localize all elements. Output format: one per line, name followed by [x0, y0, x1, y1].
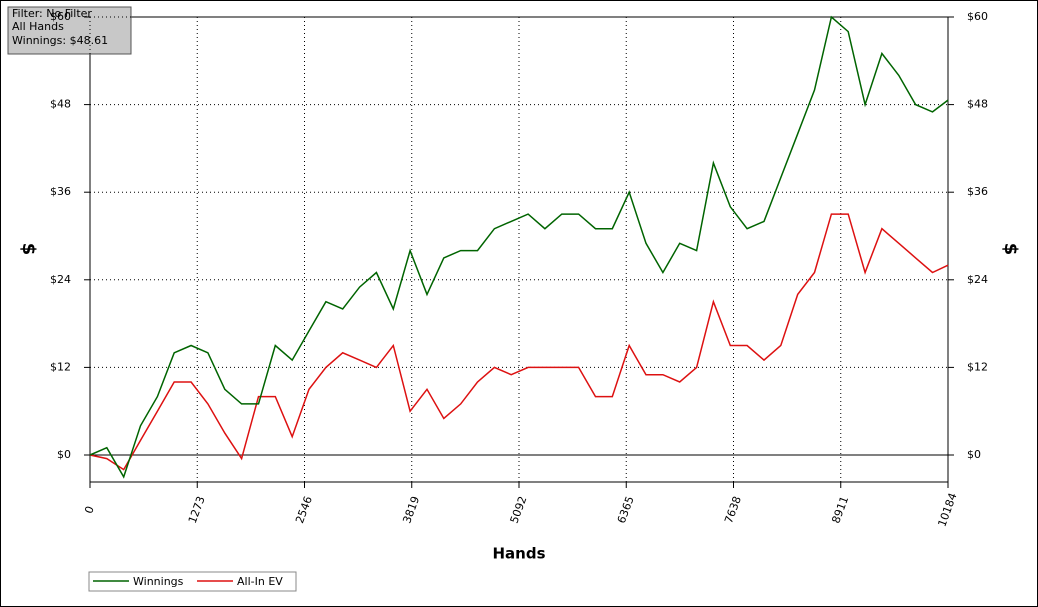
y2-tick-label: $60: [967, 10, 988, 23]
y-tick-label: $48: [50, 98, 71, 111]
info-box: [7, 6, 132, 55]
y-tick-label: $60: [50, 10, 71, 23]
x-axis-label: Hands: [492, 545, 545, 563]
y-tick-label: $36: [50, 185, 71, 198]
y-tick-label: $24: [50, 273, 71, 286]
y2-tick-label: $0: [967, 448, 981, 461]
info-line: All Hands: [12, 20, 64, 33]
y-tick-label: $0: [57, 448, 71, 461]
series-line: [89, 15, 949, 479]
y2-tick-label: $12: [967, 360, 988, 373]
info-line: Winnings: $48.61: [12, 34, 108, 47]
series-line: [89, 213, 949, 471]
y2-axis-label: $: [1000, 243, 1021, 256]
x-tick-label: 0: [82, 504, 97, 515]
legend-label: Winnings: [133, 575, 184, 588]
info-line: Filter: No Filter: [12, 7, 92, 20]
legend: [88, 571, 297, 592]
y-tick-label: $12: [50, 360, 71, 373]
y2-tick-label: $24: [967, 273, 988, 286]
y-axis-label: $: [18, 243, 39, 256]
y2-tick-label: $36: [967, 185, 988, 198]
y2-tick-label: $48: [967, 98, 988, 111]
legend-label: All-In EV: [237, 575, 283, 588]
